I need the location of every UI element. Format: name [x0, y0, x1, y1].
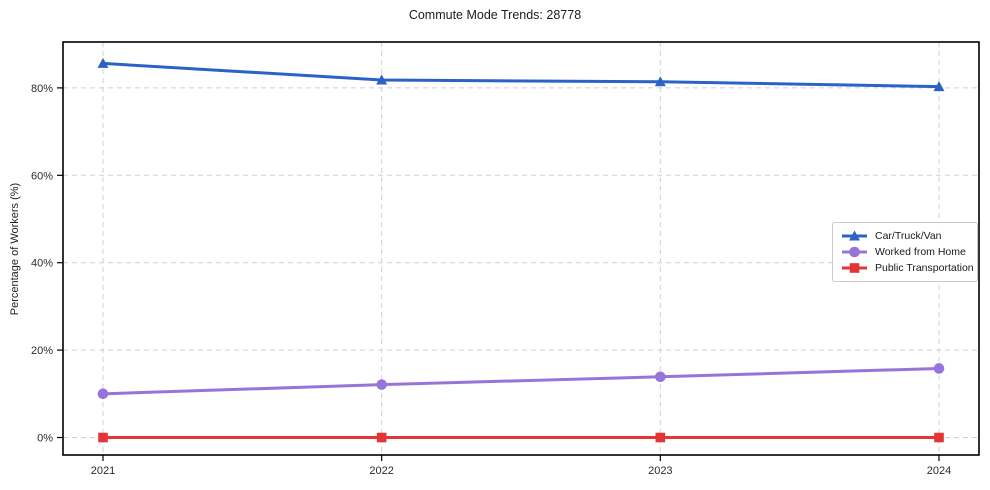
line-triangle-marker-icon [842, 230, 867, 241]
series-worked-from-home [97, 363, 945, 400]
x-tick-label: 2024 [927, 465, 951, 477]
triangle-marker-icon [97, 57, 109, 68]
square-marker-icon [376, 432, 387, 443]
y-tick-label: 80% [31, 83, 53, 95]
y-tick-label: 20% [31, 345, 53, 357]
legend-label: Worked from Home [875, 246, 966, 258]
series-line [101, 61, 941, 89]
legend: Car/Truck/Van Worked from Home Public Tr… [832, 222, 978, 282]
y-tick-label: 0% [37, 433, 53, 445]
triangle-marker-icon [933, 81, 945, 92]
series-car-truck-van [97, 57, 945, 92]
triangle-marker-icon [654, 76, 666, 87]
circle-marker-icon [849, 246, 860, 258]
square-marker-icon [655, 432, 666, 443]
x-tick-label: 2022 [369, 465, 393, 477]
circle-marker-icon [97, 388, 109, 400]
line-circle-marker-icon [842, 246, 867, 258]
legend-item-car-truck-van: Car/Truck/Van [841, 228, 969, 244]
y-tick-label: 60% [31, 170, 53, 182]
legend-label: Public Transportation [875, 262, 974, 274]
legend-item-public-transportation: Public Transportation [841, 260, 974, 276]
y-tick-label: 40% [31, 258, 53, 270]
line-square-marker-icon [842, 263, 867, 273]
square-marker-icon [934, 432, 944, 443]
x-tick-label: 2023 [648, 465, 672, 477]
circle-marker-icon [655, 371, 666, 383]
legend-label: Car/Truck/Van [875, 230, 942, 242]
x-tick-label: 2021 [91, 465, 115, 477]
chart-title: Commute Mode Trends: 28778 [408, 8, 582, 22]
circle-marker-icon [376, 379, 387, 390]
triangle-marker-icon [376, 74, 388, 85]
triangle-marker-icon [849, 230, 860, 241]
legend-item-worked-from-home: Worked from Home [841, 244, 969, 260]
square-marker-icon [98, 432, 108, 443]
square-marker-icon [849, 263, 860, 273]
axes-border [62, 41, 980, 456]
circle-marker-icon [933, 363, 945, 374]
series-public-transportation [98, 432, 944, 443]
series-line [101, 366, 941, 396]
